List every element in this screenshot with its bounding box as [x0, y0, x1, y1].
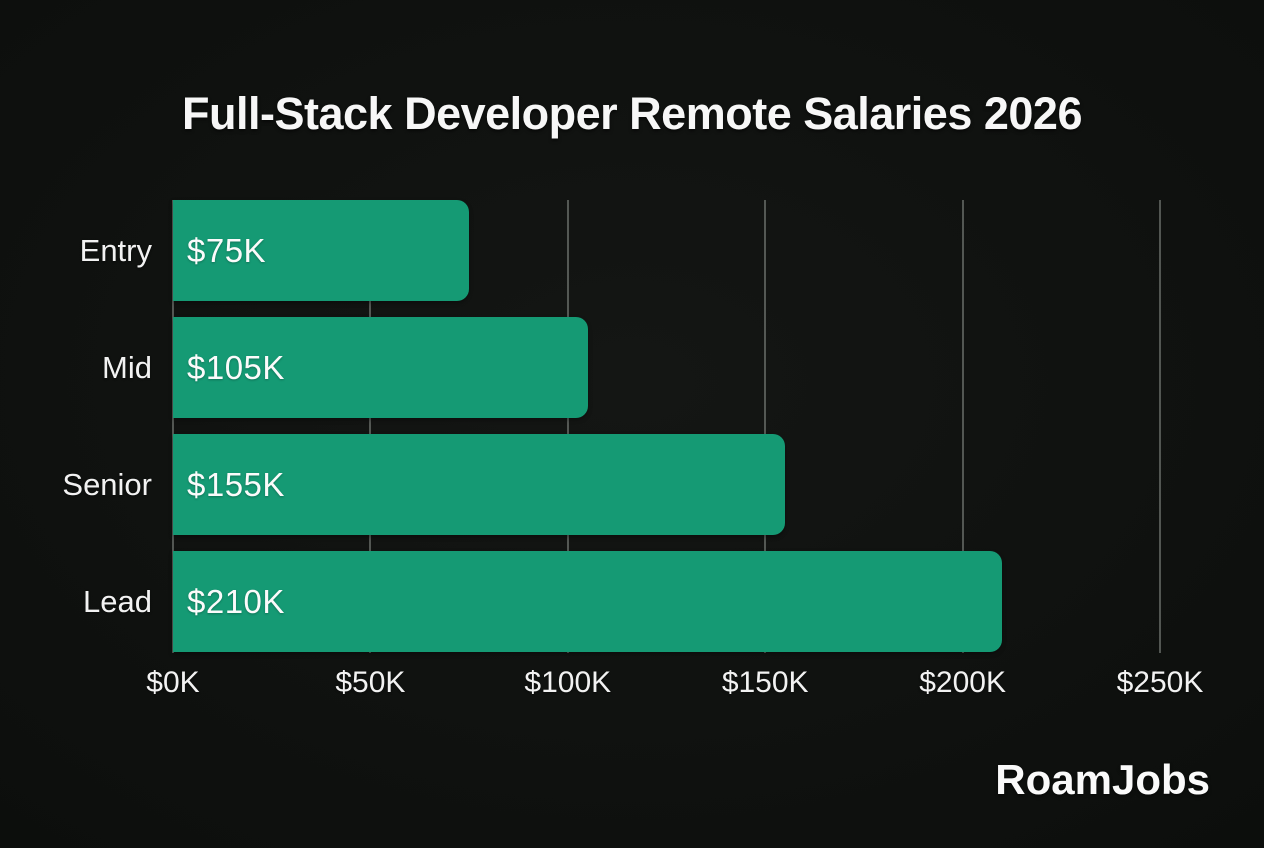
bar-mid: $105K	[173, 317, 588, 418]
gridline-0k	[172, 200, 174, 653]
gridline-200k	[961, 200, 964, 653]
bar-value-label: $75K	[187, 231, 267, 269]
bar-value-label: $155K	[187, 465, 285, 503]
bar-entry: $75K	[173, 200, 470, 301]
x-tick-label-150k: $150K	[721, 666, 809, 699]
category-label-entry: Entry	[79, 232, 152, 268]
bar-value-label: $210K	[187, 582, 285, 620]
x-tick-label-50k: $50K	[335, 666, 406, 699]
brand-logo: RoamJobs	[995, 756, 1210, 803]
gridline-50k	[369, 200, 372, 653]
x-tick-label-100k: $100K	[524, 666, 612, 699]
bar-senior: $155K	[173, 434, 785, 535]
chart-title: Full-Stack Developer Remote Salaries 202…	[182, 88, 1082, 139]
gridline-100k	[566, 200, 569, 653]
x-tick-label-200k: $200K	[919, 666, 1006, 699]
bar-lead: $210K	[173, 551, 1003, 652]
category-label-senior: Senior	[62, 466, 152, 502]
bar-value-label: $105K	[187, 348, 285, 386]
x-tick-label-0k: $0K	[146, 666, 200, 699]
x-tick-label-250k: $250K	[1116, 666, 1204, 699]
gridline-150k	[764, 200, 767, 653]
category-label-mid: Mid	[102, 349, 152, 385]
plot-area: $75K $105K $155K $210K	[172, 200, 1161, 653]
category-label-lead: Lead	[83, 583, 152, 619]
gridline-250k	[1159, 200, 1161, 653]
